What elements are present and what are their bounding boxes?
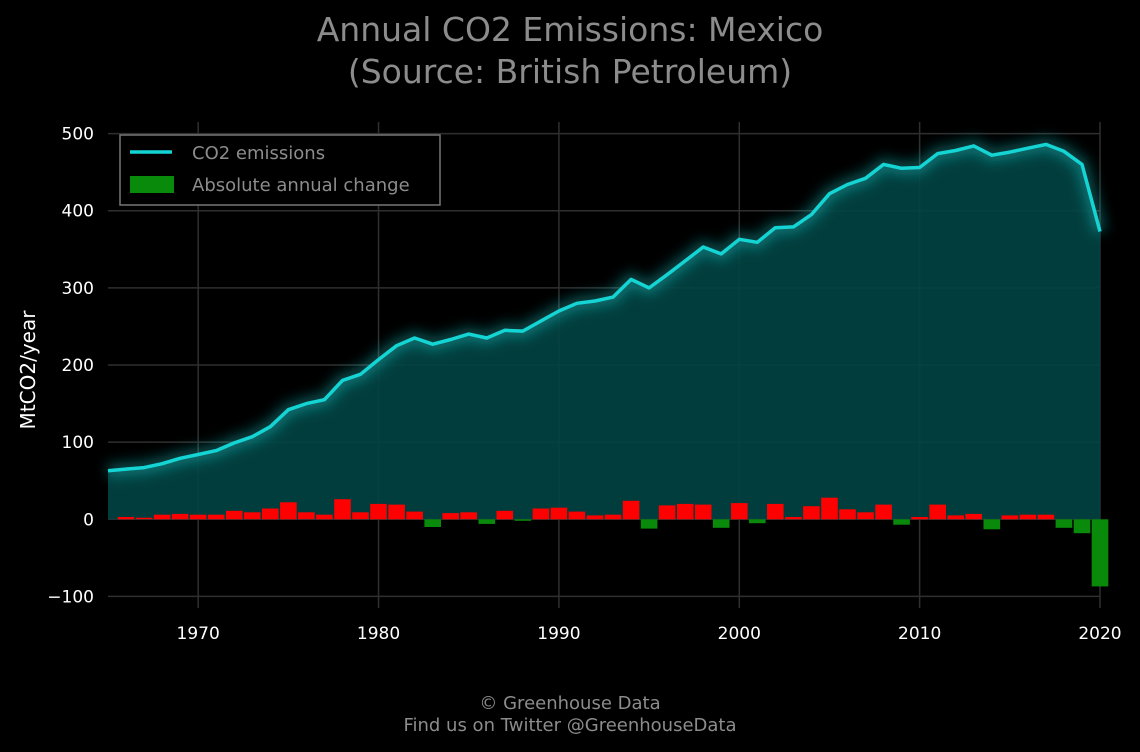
- change-bar-2009: [893, 519, 910, 525]
- emissions-line: [107, 142, 1102, 473]
- change-bar-1967: [135, 517, 153, 520]
- legend-box: [119, 134, 441, 206]
- y-tick-label-4: 300: [62, 279, 94, 299]
- change-bar-1977: [316, 514, 333, 520]
- change-bar-1974: [262, 508, 279, 520]
- change-bar-2003: [785, 517, 802, 520]
- y-tick-label-6: 500: [62, 125, 94, 145]
- change-bar-1973: [244, 512, 261, 520]
- change-bar-1972: [226, 510, 243, 520]
- change-bar-2016: [1019, 514, 1037, 520]
- x-tick-label-1990: 1990: [537, 624, 580, 644]
- change-bar-2017: [1037, 514, 1055, 520]
- x-tick-label-1980: 1980: [357, 624, 400, 644]
- change-bar-1990: [550, 507, 568, 520]
- change-bar-2020: [1091, 519, 1109, 587]
- change-bar-1992: [586, 515, 604, 520]
- change-bar-1995: [640, 519, 658, 529]
- y-tick-label-5: 400: [62, 202, 94, 222]
- legend-label-co2: CO2 emissions: [192, 143, 325, 164]
- legend-bar-swatch: [130, 176, 174, 193]
- change-bar-2012: [947, 515, 964, 520]
- change-bar-1971: [207, 514, 225, 520]
- change-bar-1998: [694, 504, 712, 520]
- change-bar-1994: [622, 500, 640, 520]
- change-bar-2001: [749, 519, 766, 524]
- x-tick-label-2020: 2020: [1078, 624, 1121, 644]
- change-bar-1979: [352, 512, 369, 520]
- x-tick-label-2010: 2010: [898, 624, 941, 644]
- y-tick-label-3: 200: [62, 356, 94, 376]
- legend: CO2 emissions Absolute annual change: [119, 134, 441, 206]
- footer-twitter: Find us on Twitter @GreenhouseData: [403, 715, 737, 736]
- change-bar-2019: [1073, 519, 1091, 534]
- change-bar-1993: [604, 514, 622, 520]
- change-bar-1996: [658, 505, 676, 520]
- y-tick-label-1: 0: [83, 510, 94, 530]
- change-bar-1975: [280, 502, 297, 520]
- x-tick-label-1970: 1970: [177, 624, 220, 644]
- change-bar-2006: [839, 509, 856, 520]
- change-bar-2011: [929, 504, 946, 520]
- change-bar-1988: [514, 519, 532, 521]
- change-bar-2005: [821, 497, 838, 520]
- change-bar-2014: [983, 519, 1001, 530]
- change-bar-1991: [568, 511, 586, 520]
- chart-title: Annual CO2 Emissions: Mexico: [316, 10, 824, 49]
- change-bar-2004: [803, 506, 820, 520]
- change-bar-1984: [442, 513, 459, 520]
- axis-ticks: −100 0 100 200 300 400 500 1970 1980 1990 2000 2010…: [47, 125, 1121, 644]
- change-bar-2015: [1001, 515, 1019, 520]
- chart-subtitle: (Source: British Petroleum): [347, 52, 793, 91]
- change-bar-1989: [532, 508, 550, 520]
- emissions-area-fill: [108, 144, 1100, 520]
- legend-label-change: Absolute annual change: [192, 175, 410, 196]
- change-bar-1968: [153, 514, 171, 520]
- change-bar-1983: [424, 519, 441, 527]
- y-tick-label-2: 100: [62, 433, 94, 453]
- change-bar-2008: [875, 504, 892, 520]
- change-bar-1985: [460, 512, 477, 520]
- change-bar-1986: [478, 519, 496, 524]
- change-bar-1982: [406, 511, 423, 520]
- change-bar-1969: [171, 513, 189, 520]
- x-tick-label-2000: 2000: [718, 624, 761, 644]
- change-bar-1966: [117, 517, 135, 520]
- change-bar-1997: [676, 503, 694, 520]
- change-bar-2010: [911, 517, 928, 520]
- change-bar-2013: [965, 513, 982, 520]
- change-bar-1981: [388, 504, 405, 520]
- change-bar-1980: [370, 503, 387, 520]
- change-bar-2002: [767, 503, 784, 520]
- change-bar-2000: [731, 503, 748, 520]
- footer-copyright: © Greenhouse Data: [479, 693, 661, 714]
- y-axis-label: MtCO2/year: [16, 310, 40, 430]
- change-bar-1978: [334, 499, 351, 520]
- change-bar-2007: [857, 512, 874, 520]
- change-bar-1999: [712, 519, 730, 528]
- annual-change-bars: [117, 497, 1109, 587]
- change-bar-1976: [298, 512, 315, 520]
- change-bar-2018: [1055, 519, 1073, 528]
- change-bar-1970: [189, 514, 207, 520]
- y-tick-label-0: −100: [47, 587, 94, 607]
- change-bar-1987: [496, 510, 514, 520]
